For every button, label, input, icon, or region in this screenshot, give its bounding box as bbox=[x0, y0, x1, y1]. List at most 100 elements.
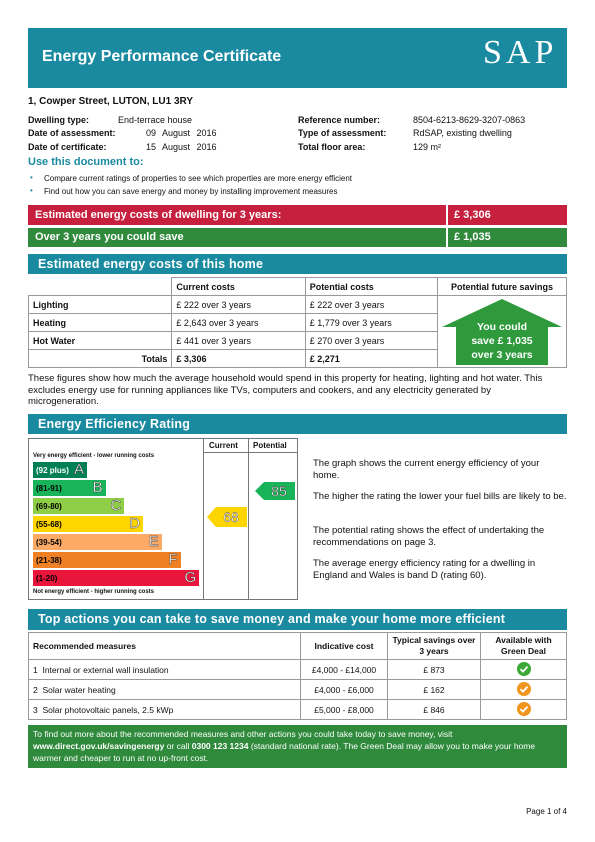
page-number: Page 1 of 4 bbox=[526, 807, 567, 816]
table-header: Recommended measures bbox=[28, 632, 301, 660]
table-header: Current costs bbox=[171, 277, 306, 296]
table-cell: £ 2,643 over 3 years bbox=[171, 313, 306, 332]
table-header: Potential costs bbox=[304, 277, 439, 296]
section-header: Estimated energy costs of this home bbox=[28, 254, 567, 274]
item-number: 2 bbox=[33, 684, 38, 695]
band-letter: D bbox=[129, 515, 141, 532]
info-text: To find out more about the recommended m… bbox=[33, 729, 453, 739]
divider bbox=[446, 228, 448, 247]
table-header: Available with Green Deal bbox=[480, 632, 567, 660]
table-row: 1 Internal or external wall insulation £… bbox=[28, 659, 567, 680]
rating-band: (1-20) G bbox=[33, 569, 200, 586]
bullet: • bbox=[30, 173, 33, 182]
cost-table: Current costs Potential costs Potential … bbox=[27, 277, 567, 368]
band-range: (81-91) bbox=[36, 484, 62, 493]
scale-bottom: Not energy efficient - higher running co… bbox=[33, 589, 155, 595]
address: 1, Cowper Street, LUTON, LU1 3RY bbox=[28, 96, 194, 107]
table-cell: Hot Water bbox=[27, 331, 173, 350]
table-cell: 1 Internal or external wall insulation bbox=[28, 659, 301, 680]
table-cell: £ 846 bbox=[387, 699, 481, 720]
measure: Solar water heating bbox=[42, 684, 116, 695]
table-row: Current costs Potential costs Potential … bbox=[27, 277, 567, 296]
band-letter: G bbox=[184, 569, 197, 586]
saving-value: £ 1,035 bbox=[454, 231, 491, 243]
table-cell: 2 Solar water heating bbox=[28, 679, 301, 700]
item-number: 1 bbox=[33, 664, 38, 675]
detail-value: 15 August 2016 bbox=[146, 142, 217, 152]
header-title: Energy Performance Certificate bbox=[42, 48, 282, 65]
section-header: Energy Efficiency Rating bbox=[28, 414, 567, 434]
detail-value: 8504-6213-8629-3207-0863 bbox=[413, 115, 526, 125]
band-letter: E bbox=[148, 533, 159, 550]
savings-arrow: You could save £ 1,035 over 3 years bbox=[442, 298, 562, 365]
scale-top: Very energy efficient - lower running co… bbox=[33, 453, 155, 459]
table-cell: £ 3,306 bbox=[171, 349, 306, 368]
cost-label: Estimated energy costs of dwelling for 3… bbox=[35, 209, 282, 221]
band-range: (1-20) bbox=[36, 574, 58, 583]
measure: Internal or external wall insulation bbox=[42, 664, 169, 675]
measure: Solar photovoltaic panels, 2.5 kWp bbox=[42, 704, 174, 715]
detail-value: End-terrace house bbox=[118, 115, 193, 125]
green-deal-icon bbox=[516, 661, 531, 676]
table-cell: £ 222 over 3 years bbox=[304, 295, 439, 314]
band-letter: B bbox=[92, 479, 103, 496]
current-arrow: 68 bbox=[207, 507, 247, 527]
savings-text: You could bbox=[477, 321, 527, 333]
savings-text: over 3 years bbox=[471, 349, 532, 361]
arrow-shape bbox=[255, 482, 295, 500]
band-range: (69-80) bbox=[36, 502, 62, 511]
green-deal-icon bbox=[516, 681, 531, 696]
actions-table: Recommended measures Indicative cost Typ… bbox=[28, 632, 567, 720]
saving-label: Over 3 years you could save bbox=[35, 231, 184, 243]
rating-band: (21-38) F bbox=[33, 551, 181, 568]
table-header: Indicative cost bbox=[300, 632, 388, 660]
detail-value: 09 August 2016 bbox=[146, 128, 217, 138]
detail-label: Date of assessment: bbox=[28, 128, 116, 138]
table-cell: £ 270 over 3 years bbox=[304, 331, 439, 350]
detail-label: Total floor area: bbox=[298, 142, 366, 152]
rating-text: The higher the rating the lower your fue… bbox=[313, 491, 567, 502]
divider bbox=[203, 439, 204, 599]
detail-label: Dwelling type: bbox=[28, 115, 90, 125]
table-cell: £ 162 bbox=[387, 679, 481, 700]
table-cell: Heating bbox=[27, 313, 173, 332]
rating-band: (39-54) E bbox=[33, 533, 162, 550]
rating-band: (55-68) D bbox=[33, 515, 144, 532]
detail-value: 129 m² bbox=[413, 142, 442, 152]
table-cell: £ 2,271 bbox=[304, 349, 439, 368]
table-cell: £ 873 bbox=[387, 659, 481, 680]
cost-value: £ 3,306 bbox=[454, 209, 491, 221]
divider bbox=[203, 452, 297, 453]
table-cell: £ 222 over 3 years bbox=[171, 295, 306, 314]
band-letter: A bbox=[73, 461, 84, 478]
table-cell: Lighting bbox=[27, 295, 173, 314]
info-phone: 0300 123 1234 bbox=[191, 741, 249, 751]
table-cell bbox=[480, 699, 567, 720]
info-link: www.direct.gov.uk/savingenergy bbox=[33, 741, 165, 751]
info-box: To find out more about the recommended m… bbox=[28, 725, 567, 768]
savings-cell: You could save £ 1,035 over 3 years bbox=[437, 295, 567, 368]
rating-text: The average energy efficiency rating for… bbox=[313, 558, 536, 581]
table-cell: £5,000 - £8,000 bbox=[300, 699, 388, 720]
table-row: 2 Solar water heating £4,000 - £6,000 £ … bbox=[28, 679, 567, 700]
band-letter: F bbox=[168, 551, 178, 568]
table-row: Recommended measures Indicative cost Typ… bbox=[28, 632, 567, 660]
rating-band: (81-91) B bbox=[33, 479, 106, 496]
table-header: Typical savings over 3 years bbox=[387, 632, 481, 660]
table-row: 3 Solar photovoltaic panels, 2.5 kWp £5,… bbox=[28, 699, 567, 720]
table-row: Heating £ 2,643 over 3 years £ 1,779 ove… bbox=[27, 313, 567, 332]
use-item: Find out how you can save energy and mon… bbox=[44, 187, 338, 196]
table-cell: £ 1,779 over 3 years bbox=[304, 313, 439, 332]
bullet: • bbox=[30, 186, 33, 195]
table-cell: £ 441 over 3 years bbox=[171, 331, 306, 350]
header-bar: Energy Performance Certificate SAP bbox=[28, 28, 567, 88]
band-range: (21-38) bbox=[36, 556, 62, 565]
detail-label: Type of assessment: bbox=[298, 128, 387, 138]
detail-value: RdSAP, existing dwelling bbox=[413, 128, 512, 138]
info-text: (standard national rate). The Green Deal… bbox=[33, 741, 536, 763]
rating-band: (92 plus) A bbox=[33, 461, 87, 478]
cost-note: These figures show how much the average … bbox=[28, 373, 543, 407]
table-cell bbox=[480, 659, 567, 680]
table-row: Lighting £ 222 over 3 years £ 222 over 3… bbox=[27, 295, 567, 368]
rating-band: (69-80) C bbox=[33, 497, 125, 514]
